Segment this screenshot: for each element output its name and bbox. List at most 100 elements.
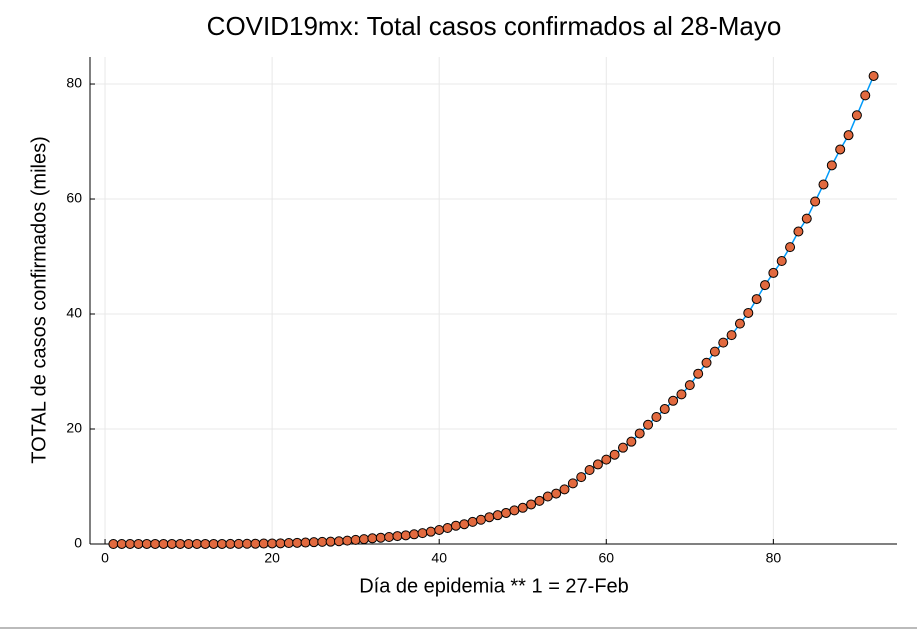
point bbox=[400, 530, 411, 541]
point bbox=[283, 538, 294, 549]
point bbox=[242, 538, 253, 549]
point bbox=[292, 537, 303, 548]
point bbox=[676, 389, 687, 400]
point bbox=[275, 538, 286, 549]
y-axis-label: TOTAL de casos confirmados (miles) bbox=[28, 136, 50, 464]
point bbox=[325, 536, 336, 547]
point bbox=[559, 484, 570, 495]
x-tick-label: 60 bbox=[598, 550, 614, 566]
point bbox=[434, 524, 445, 535]
point bbox=[701, 357, 712, 368]
point bbox=[392, 531, 403, 542]
point bbox=[584, 464, 595, 475]
point bbox=[208, 538, 219, 549]
y-tick-label: 80 bbox=[66, 75, 82, 91]
point bbox=[726, 330, 737, 341]
chart-title: COVID19mx: Total casos confirmados al 28… bbox=[207, 11, 782, 41]
point bbox=[526, 499, 537, 510]
y-tick-label: 40 bbox=[66, 305, 82, 321]
point bbox=[300, 537, 311, 548]
x-tick-label: 0 bbox=[101, 550, 109, 566]
point bbox=[359, 534, 370, 545]
point bbox=[459, 519, 470, 530]
point bbox=[776, 256, 787, 267]
point bbox=[116, 538, 127, 549]
point bbox=[141, 538, 152, 549]
point bbox=[659, 404, 670, 415]
point bbox=[267, 538, 278, 549]
point bbox=[567, 478, 578, 489]
point bbox=[125, 538, 136, 549]
point bbox=[250, 538, 261, 549]
point bbox=[768, 267, 779, 278]
y-tick-label: 20 bbox=[66, 420, 82, 436]
point bbox=[734, 318, 745, 329]
point bbox=[551, 488, 562, 499]
point bbox=[743, 307, 754, 318]
point bbox=[868, 70, 879, 81]
point bbox=[826, 160, 837, 171]
point bbox=[191, 538, 202, 549]
point bbox=[751, 294, 762, 305]
point bbox=[108, 538, 119, 549]
point bbox=[634, 428, 645, 439]
point bbox=[609, 449, 620, 460]
point bbox=[534, 495, 545, 506]
x-axis-label: Día de epidemia ** 1 = 27-Feb bbox=[359, 575, 629, 597]
point bbox=[225, 538, 236, 549]
point bbox=[175, 538, 186, 549]
point bbox=[693, 368, 704, 379]
point bbox=[684, 380, 695, 391]
point bbox=[626, 436, 637, 447]
point bbox=[851, 110, 862, 121]
point bbox=[793, 226, 804, 237]
point bbox=[350, 534, 361, 545]
point bbox=[484, 512, 495, 523]
point bbox=[150, 538, 161, 549]
point bbox=[467, 516, 478, 527]
point bbox=[417, 528, 428, 539]
point bbox=[200, 538, 211, 549]
point bbox=[843, 130, 854, 141]
point bbox=[601, 454, 612, 465]
point bbox=[166, 538, 177, 549]
x-tick-label: 40 bbox=[431, 550, 447, 566]
point bbox=[501, 507, 512, 518]
point bbox=[542, 491, 553, 502]
point bbox=[450, 520, 461, 531]
point bbox=[810, 196, 821, 207]
point bbox=[718, 337, 729, 348]
point bbox=[425, 526, 436, 537]
point bbox=[317, 536, 328, 547]
point bbox=[592, 459, 603, 470]
y-tick-label: 60 bbox=[66, 190, 82, 206]
point bbox=[442, 522, 453, 533]
point bbox=[492, 510, 503, 521]
point bbox=[643, 419, 654, 430]
point bbox=[818, 179, 829, 190]
point bbox=[668, 395, 679, 406]
point bbox=[133, 538, 144, 549]
point bbox=[801, 213, 812, 224]
point bbox=[183, 538, 194, 549]
point bbox=[258, 538, 269, 549]
point bbox=[835, 144, 846, 155]
point bbox=[709, 346, 720, 357]
point bbox=[367, 533, 378, 544]
point bbox=[617, 442, 628, 453]
x-tick-label: 20 bbox=[264, 550, 280, 566]
point bbox=[785, 242, 796, 253]
point bbox=[342, 535, 353, 546]
point bbox=[233, 538, 244, 549]
x-tick-label: 80 bbox=[766, 550, 782, 566]
point bbox=[475, 514, 486, 525]
point bbox=[651, 412, 662, 423]
point bbox=[860, 90, 871, 101]
point bbox=[409, 529, 420, 540]
point bbox=[308, 537, 319, 548]
y-tick-label: 0 bbox=[74, 535, 82, 551]
point bbox=[760, 280, 771, 291]
